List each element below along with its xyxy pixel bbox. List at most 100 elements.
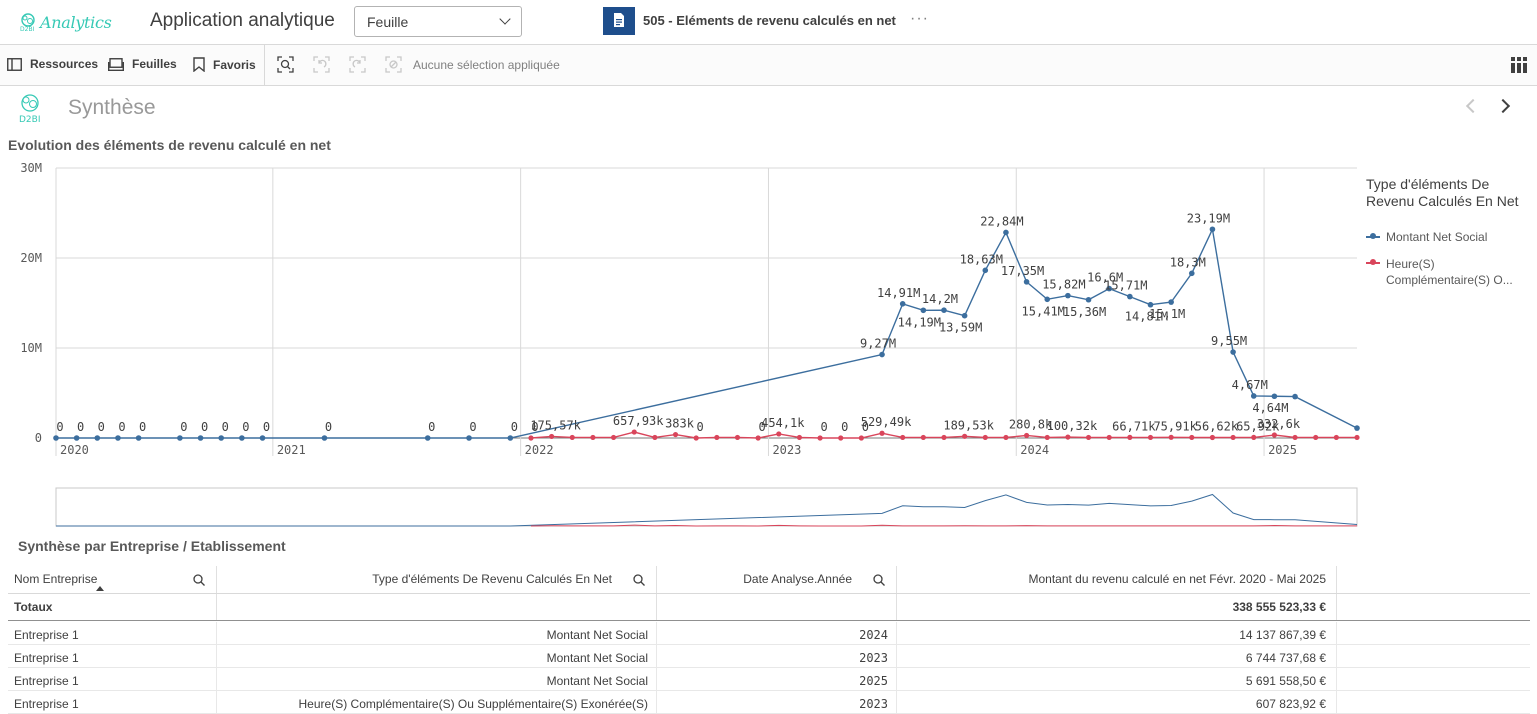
search-icon[interactable] [193,574,205,586]
y-tick-label: 20M [20,251,42,265]
data-point [1271,432,1277,438]
data-label: 0 [77,420,84,434]
data-label: 189,53k [943,418,994,432]
step-forward-icon[interactable] [349,56,366,73]
cell-type: Montant Net Social [217,622,657,644]
totals-value: 338 555 523,33 € [897,594,1337,620]
data-point [920,434,926,441]
data-point [1230,434,1236,441]
data-label: 4,64M [1252,401,1288,415]
cell-year: 2025 [657,668,897,690]
totals-empty [217,594,657,620]
data-label: 0 [56,420,63,434]
column-header-label: Nom Entreprise [14,572,98,586]
legend-title: Type d'éléments De Revenu Calculés En Ne… [1366,176,1519,209]
sort-ascending-icon[interactable] [96,586,104,591]
data-label: 280,8k [1009,417,1053,431]
data-label: 18,3M [1170,255,1206,269]
data-point [879,351,885,358]
data-label: 14,81M [1125,310,1168,324]
data-point [1209,226,1216,233]
toolbar: Ressources Feuilles Favoris Aucune sélec… [0,45,1537,86]
data-label: 14,91M [877,286,920,300]
data-label: 9,55M [1211,334,1247,348]
data-point [1168,434,1174,440]
data-point [197,435,204,441]
more-options-icon[interactable]: ··· [910,10,929,27]
table-row[interactable]: Entreprise 1 Montant Net Social 2025 5 6… [8,668,1530,691]
x-year-label: 2023 [772,443,801,457]
data-point [1209,434,1216,441]
column-header-year[interactable]: Date Analyse.Année [657,566,897,593]
x-year-label: 2021 [277,443,306,457]
sheet-dropdown[interactable]: Feuille [354,6,522,37]
data-point [1085,434,1092,441]
table-row[interactable]: Entreprise 1 Heure(S) Complémentaire(S) … [8,691,1530,714]
cell-amount: 5 691 558,50 € [897,668,1337,690]
search-icon[interactable] [633,574,645,586]
column-header-label: Date Analyse.Année [743,572,852,586]
bookmarks-button[interactable]: Favoris [193,57,256,72]
cell-year: 2023 [657,645,897,667]
legend-label: Montant Net Social [1386,230,1488,244]
x-year-label: 2022 [525,443,554,457]
analytics-logo[interactable]: D2BI Analytics [18,9,112,35]
previous-sheet-icon[interactable] [1465,98,1481,114]
cell-company: Entreprise 1 [8,691,217,713]
legend-item-heures-complementaires[interactable]: Heure(S) Complémentaire(S) O... [1366,256,1526,288]
data-label: 383k [665,417,695,431]
data-label: 15,41M [1022,304,1065,318]
column-header-amount[interactable]: Montant du revenu calculé en net Févr. 2… [897,566,1337,593]
step-back-icon[interactable] [313,56,330,73]
y-axis: 30M 20M 10M 0 [20,161,42,445]
data-label: 0 [697,420,704,434]
chevron-down-icon [499,13,511,25]
legend-item-montant-net-social[interactable]: Montant Net Social [1366,230,1487,244]
mini-series-blue [56,493,1358,527]
data-label: 0 [263,420,270,434]
data-label: 175,57k [530,418,581,432]
current-sheet-name[interactable]: 505 - Eléments de revenu calculés en net [643,13,896,28]
data-point [1271,393,1278,400]
table-totals-row: Totaux 338 555 523,33 € [8,594,1530,621]
table-row[interactable]: Entreprise 1 Montant Net Social 2023 6 7… [8,645,1530,668]
data-point [838,435,844,441]
data-point [714,434,720,441]
data-label: 0 [325,420,332,434]
data-point [1251,434,1257,441]
y-tick-label: 10M [20,341,42,355]
data-point [259,435,266,441]
data-point [321,435,328,441]
data-point [1127,293,1133,300]
data-label: 332,6k [1257,417,1301,431]
data-label: 15,1M [1149,307,1185,321]
data-point [941,307,947,314]
data-point [1106,285,1112,292]
data-point [900,434,906,441]
data-point [610,434,617,441]
resources-button[interactable]: Ressources [7,57,98,71]
data-point [941,434,947,441]
data-label: 75,91k [1153,419,1197,433]
clear-selections-icon[interactable] [385,56,402,73]
data-label: 9,27M [860,337,896,351]
smart-search-icon[interactable] [277,56,294,73]
data-point [961,312,968,319]
next-sheet-icon[interactable] [1495,98,1511,114]
table-row[interactable]: Entreprise 1 Montant Net Social 2024 14 … [8,622,1530,645]
data-point [1127,434,1133,440]
column-header-company[interactable]: Nom Entreprise [8,566,217,593]
data-label: 14,2M [922,292,958,306]
data-label: 15,71M [1104,279,1147,293]
data-label: 23,19M [1187,211,1230,225]
app-title: Application analytique [150,10,335,31]
sheets-button[interactable]: Feuilles [108,57,177,71]
search-icon[interactable] [873,574,885,586]
sheet-icon-button[interactable] [603,7,635,35]
grid-menu-icon[interactable] [1511,57,1527,73]
data-point [1023,279,1030,285]
column-header-type[interactable]: Type d'éléments De Revenu Calculés En Ne… [217,566,657,593]
mini-series-red [530,524,1357,527]
mini-chart-scrollbar[interactable] [55,487,1358,527]
